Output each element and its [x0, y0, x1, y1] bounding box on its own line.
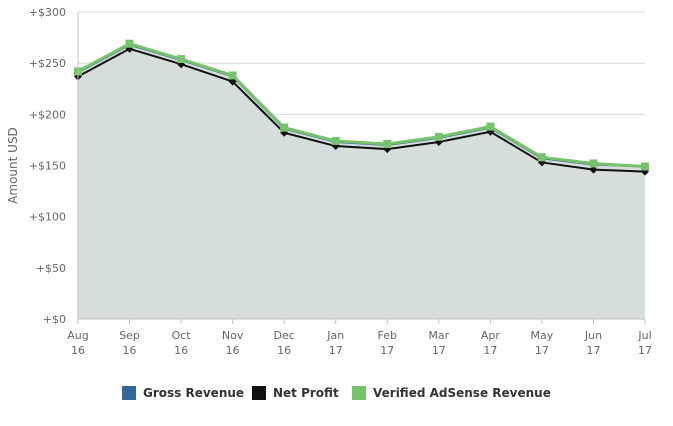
- series-lines: [77, 42, 646, 173]
- net-profit-line: [77, 47, 646, 173]
- x-tick-label-year: 16: [71, 344, 85, 357]
- legend-label: Gross Revenue: [143, 386, 244, 400]
- verified-adsense-revenue-point: [177, 55, 186, 64]
- y-tick-label: +$300: [29, 6, 66, 19]
- x-tick-label-month: May: [531, 329, 554, 342]
- x-tick-label-month: Jun: [584, 329, 602, 342]
- x-tick-label-month: Dec: [274, 329, 295, 342]
- verified-adsense-revenue-point: [641, 162, 649, 171]
- verified-adsense-revenue-line: [77, 42, 646, 169]
- verified-adsense-revenue-point: [537, 153, 546, 162]
- x-tick-label-year: 17: [638, 344, 652, 357]
- legend: Gross Revenue Net Profit Verified AdSense …: [122, 386, 551, 400]
- legend-swatch: [252, 386, 266, 400]
- net-profit-point: [589, 165, 598, 174]
- axes: +$0 +$50 +$100 +$150 +$200 +$250 +$300 Aug 16 Sep…: [6, 6, 652, 357]
- verified-adsense-revenue-point: [280, 123, 289, 132]
- net-profit-point: [486, 127, 495, 136]
- y-axis-title: Amount USD: [6, 127, 20, 204]
- y-tick-label: +$0: [43, 313, 66, 326]
- y-tick-label: +$200: [29, 108, 66, 121]
- legend-label: Verified AdSense Revenue: [373, 386, 551, 400]
- legend-label: Net Profit: [273, 386, 339, 400]
- net-profit-point: [177, 60, 186, 69]
- legend-item-gross-revenue[interactable]: Gross Revenue: [122, 386, 244, 400]
- x-tick-label-month: Feb: [378, 329, 397, 342]
- legend-item-verified-adsense-revenue[interactable]: Verified AdSense Revenue: [352, 386, 551, 400]
- net-profit-point: [228, 77, 237, 86]
- x-tick-label-year: 17: [329, 344, 343, 357]
- verified-adsense-revenue-point: [434, 132, 443, 141]
- x-tick-label-month: Apr: [481, 329, 501, 342]
- x-tick-label-year: 17: [380, 344, 394, 357]
- y-tick-label: +$150: [29, 160, 66, 173]
- x-tick-label-year: 17: [535, 344, 549, 357]
- verified-adsense-revenue-point: [383, 140, 392, 149]
- verified-adsense-revenue-point: [486, 122, 495, 131]
- x-tick-label-year: 16: [123, 344, 137, 357]
- x-tick-label-month: Nov: [222, 329, 244, 342]
- x-tick-label-month: Mar: [428, 329, 449, 342]
- y-tick-label: +$250: [29, 57, 66, 70]
- x-tick-label-year: 16: [174, 344, 188, 357]
- x-tick-label-month: Oct: [172, 329, 192, 342]
- x-tick-label-year: 16: [277, 344, 291, 357]
- x-tick-label-year: 16: [226, 344, 240, 357]
- verified-adsense-revenue-point: [331, 136, 340, 145]
- x-tick-label-month: Sep: [119, 329, 140, 342]
- legend-swatch: [352, 386, 366, 400]
- y-tick-label: +$50: [36, 262, 66, 275]
- x-tick-label-month: Aug: [67, 329, 88, 342]
- x-tick-label-year: 17: [483, 344, 497, 357]
- y-tick-label: +$100: [29, 211, 66, 224]
- legend-item-net-profit[interactable]: Net Profit: [252, 386, 339, 400]
- x-tick-label-month: Jan: [326, 329, 344, 342]
- area-fills: [78, 43, 645, 320]
- verified-adsense-revenue-point: [125, 39, 134, 48]
- area-fill: [78, 43, 645, 320]
- x-tick-label-year: 17: [432, 344, 446, 357]
- x-tick-label-year: 17: [586, 344, 600, 357]
- data-markers: [74, 39, 649, 176]
- verified-adsense-revenue-point: [228, 71, 237, 80]
- verified-adsense-revenue-point: [589, 159, 598, 168]
- legend-swatch: [122, 386, 136, 400]
- x-tick-label-month: Jul: [637, 329, 651, 342]
